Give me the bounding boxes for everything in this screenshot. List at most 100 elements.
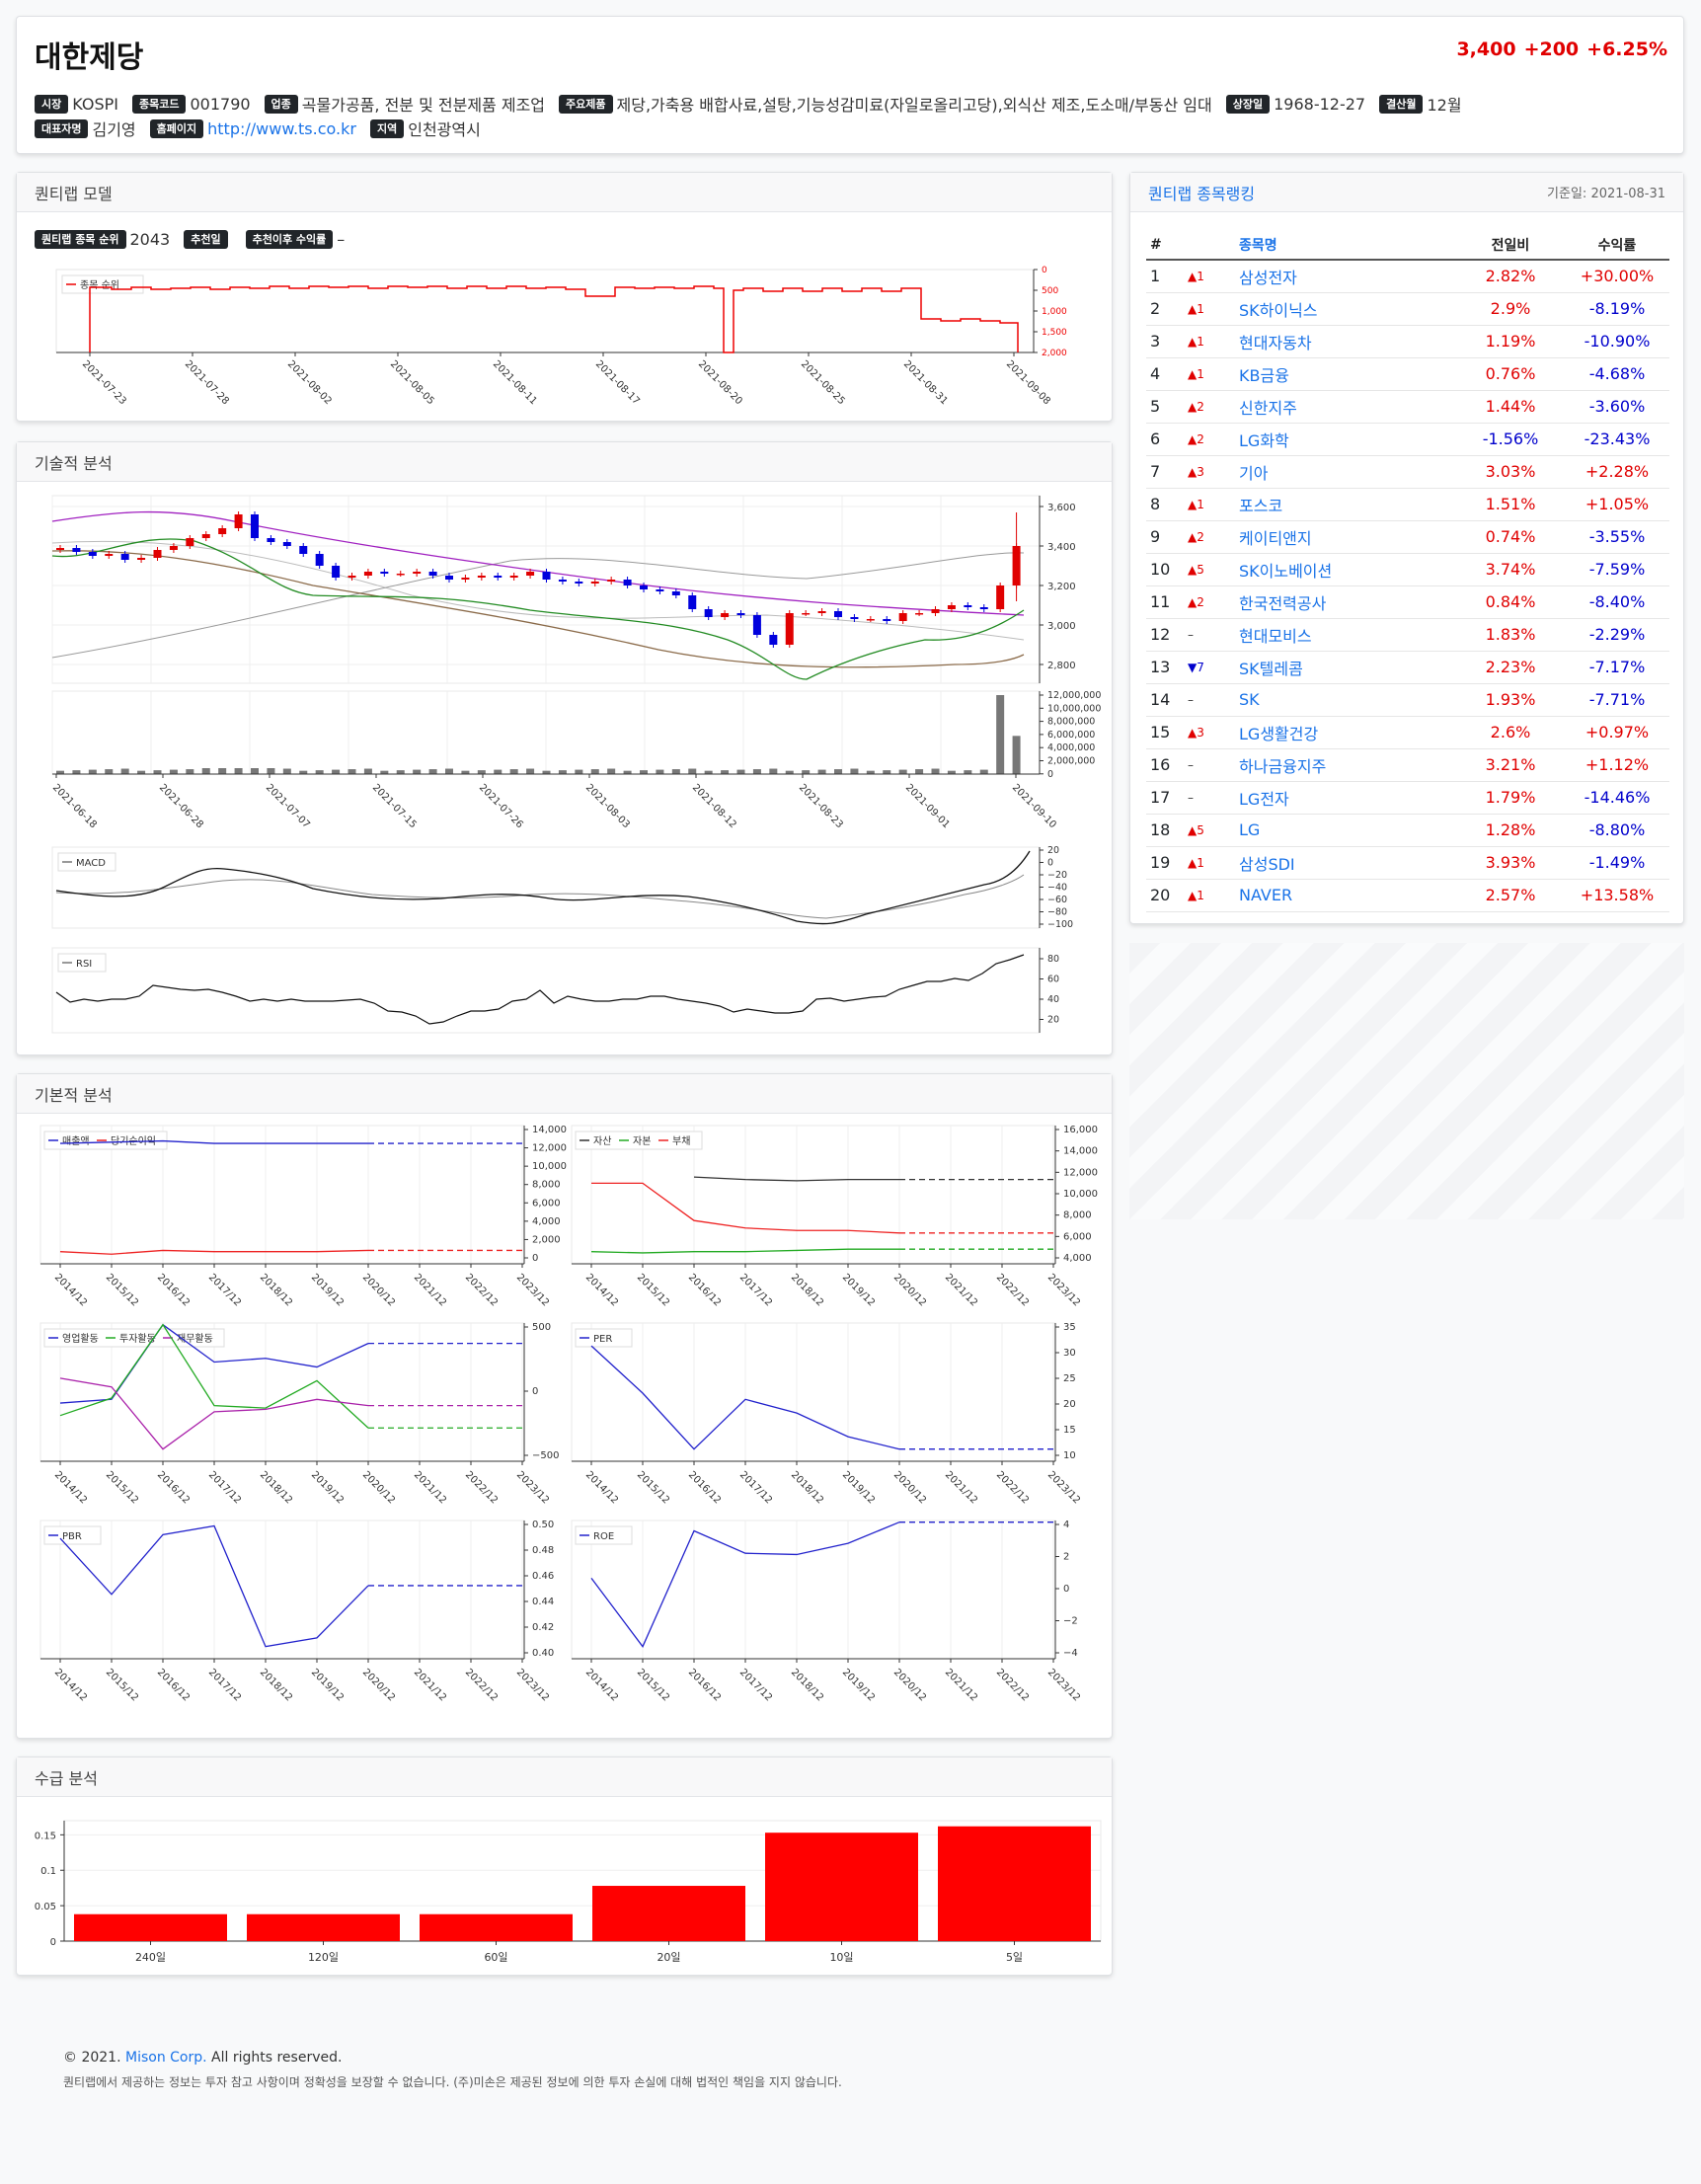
fundamental-y-tick: 35: [1063, 1322, 1076, 1333]
rank-change: ▲1: [1188, 879, 1239, 912]
volume-bar: [137, 770, 146, 774]
model-info-row: 퀀티랩 종목 순위 2043 추천일 추천이후 수익률 –: [35, 230, 358, 249]
ranking-row[interactable]: 6 ▲2 LG화학 -1.56% -23.43%: [1146, 423, 1669, 456]
stock-name-link[interactable]: LG전자: [1239, 781, 1456, 815]
volume-bar: [785, 770, 794, 774]
ranking-row[interactable]: 5 ▲2 신한지주 1.44% -3.60%: [1146, 390, 1669, 424]
stock-name-link[interactable]: 기아: [1239, 455, 1456, 489]
stock-name-link[interactable]: 케이티앤지: [1239, 520, 1456, 554]
rank-number: 18: [1146, 814, 1188, 847]
rank-number: 13: [1146, 651, 1188, 684]
candle-body: [640, 585, 648, 589]
fundamental-y-tick: 20: [1063, 1399, 1076, 1410]
homepage-link[interactable]: http://www.ts.co.kr: [207, 118, 356, 138]
ranking-row[interactable]: 2 ▲1 SK하이닉스 2.9% -8.19%: [1146, 292, 1669, 326]
stock-name-link[interactable]: SK텔레콤: [1239, 651, 1456, 684]
tech-x-tick: 2021-08-03: [583, 782, 632, 830]
volume-bar: [915, 769, 924, 774]
volume-bar: [201, 768, 210, 774]
candle-body: [282, 542, 291, 546]
rank-change: ▲1: [1188, 357, 1239, 391]
company-link[interactable]: Mison Corp.: [124, 2050, 207, 2066]
stock-name-link[interactable]: LG: [1239, 814, 1456, 847]
volume-bar: [590, 769, 599, 774]
stock-name-link[interactable]: 하나금융지주: [1239, 748, 1456, 782]
supply-bar-chart: 0.15 0.1 0.05 0 240일 120일 60일 20일 10일 5일: [35, 1820, 1102, 1964]
candle-body: [332, 566, 341, 578]
ranking-row[interactable]: 10 ▲5 SK이노베이션 3.74% -7.59%: [1146, 553, 1669, 586]
ranking-row[interactable]: 16– 하나금융지주 3.21% +1.12%: [1146, 748, 1669, 782]
ranking-row[interactable]: 20 ▲1 NAVER 2.57% +13.58%: [1146, 879, 1669, 912]
tech-x-tick: 2021-06-28: [157, 782, 205, 830]
stock-name-link[interactable]: LG화학: [1239, 423, 1456, 456]
rank-x-tick: 2021-08-25: [799, 358, 847, 407]
ranking-row[interactable]: 19 ▲1 삼성SDI 3.93% -1.49%: [1146, 846, 1669, 880]
ranking-row[interactable]: 11 ▲2 한국전력공사 0.84% -8.40%: [1146, 585, 1669, 619]
candle-body: [526, 572, 535, 576]
candle-body: [590, 582, 599, 584]
volume-bar: [671, 769, 680, 774]
candle-body: [866, 619, 875, 621]
ranking-row[interactable]: 8 ▲1 포스코 1.51% +1.05%: [1146, 488, 1669, 521]
stock-name-link[interactable]: NAVER: [1239, 879, 1456, 912]
fundamental-x-tick: 2017/12: [206, 1667, 243, 1703]
ranking-row[interactable]: 12– 현대모비스 1.83% -2.29%: [1146, 618, 1669, 652]
stock-name-link[interactable]: LG생활건강: [1239, 716, 1456, 749]
rank-number: 1: [1146, 260, 1188, 293]
return-value: -4.68%: [1565, 357, 1669, 391]
stock-name-link[interactable]: 현대자동차: [1239, 325, 1456, 358]
rank-number: 15: [1146, 716, 1188, 749]
stock-name-link[interactable]: SK하이닉스: [1239, 292, 1456, 326]
candle-body: [752, 615, 761, 635]
volume-bar: [267, 768, 275, 774]
candle-body: [736, 613, 745, 615]
daily-change: 2.9%: [1456, 292, 1565, 326]
ranking-row[interactable]: 9 ▲2 케이티앤지 0.74% -3.55%: [1146, 520, 1669, 554]
stock-name-link[interactable]: 삼성전자: [1239, 260, 1456, 293]
fundamental-y-tick: 12,000: [532, 1143, 567, 1154]
fundamental-legend-item: 매출액: [62, 1135, 90, 1147]
ranking-row[interactable]: 4 ▲1 KB금융 0.76% -4.68%: [1146, 357, 1669, 391]
stock-name-link[interactable]: 현대모비스: [1239, 618, 1456, 652]
fundamental-y-tick: 10: [1063, 1450, 1076, 1461]
col-name: 종목명: [1239, 230, 1456, 261]
rank-number: 16: [1146, 748, 1188, 782]
macd-tick: −100: [1047, 919, 1073, 930]
fundamental-x-tick: 2014/12: [583, 1469, 620, 1506]
ranking-row[interactable]: 18 ▲5 LG 1.28% -8.80%: [1146, 814, 1669, 847]
stock-name-link[interactable]: 신한지주: [1239, 390, 1456, 424]
fundamental-x-tick: 2021/12: [412, 1469, 448, 1506]
info-value-region: 인천광역시: [408, 120, 481, 139]
rsi-chart: RSI 80 60 40 20: [51, 947, 1059, 1034]
volume-bar: [526, 768, 535, 774]
stock-name-link[interactable]: 포스코: [1239, 488, 1456, 521]
stock-name-link[interactable]: SK이노베이션: [1239, 553, 1456, 586]
daily-change: 1.19%: [1456, 325, 1565, 358]
rank-x-tick: 2021-07-28: [183, 358, 231, 407]
stock-name-link[interactable]: 한국전력공사: [1239, 585, 1456, 619]
info-label-region: 지역: [369, 118, 405, 138]
stock-name-link[interactable]: 삼성SDI: [1239, 846, 1456, 880]
rsi-line: [55, 954, 1025, 1025]
rank-legend: 종목 순위: [61, 274, 144, 294]
rec-return-value: –: [337, 230, 346, 249]
fundamental-x-tick: 2022/12: [994, 1667, 1031, 1703]
candle-body: [348, 576, 356, 578]
ranking-row[interactable]: 13 ▼7 SK텔레콤 2.23% -7.17%: [1146, 651, 1669, 684]
volume-bar: [979, 769, 988, 774]
stock-name-link[interactable]: KB금융: [1239, 357, 1456, 391]
ranking-row[interactable]: 7 ▲3 기아 3.03% +2.28%: [1146, 455, 1669, 489]
ranking-row[interactable]: 1 ▲1 삼성전자 2.82% +30.00%: [1146, 260, 1669, 293]
stock-name-link[interactable]: SK: [1239, 683, 1456, 717]
info-label-industry: 업종: [264, 94, 298, 114]
bollinger-upper: [51, 540, 1025, 641]
candle-body: [234, 514, 243, 528]
fundamental-legend-item: 부채: [672, 1135, 690, 1147]
info-value-market: KOSPI: [72, 94, 118, 114]
ranking-row[interactable]: 17– LG전자 1.79% -14.46%: [1146, 781, 1669, 815]
ranking-row[interactable]: 3 ▲1 현대자동차 1.19% -10.90%: [1146, 325, 1669, 358]
company-info-row-2: 대표자명 김기영 홈페이지 http://www.ts.co.kr 지역 인천광역시: [35, 117, 495, 140]
ranking-header-row: # 종목명 전일비 수익률: [1146, 230, 1669, 261]
ranking-row[interactable]: 14– SK 1.93% -7.71%: [1146, 683, 1669, 717]
ranking-row[interactable]: 15 ▲3 LG생활건강 2.6% +0.97%: [1146, 716, 1669, 749]
